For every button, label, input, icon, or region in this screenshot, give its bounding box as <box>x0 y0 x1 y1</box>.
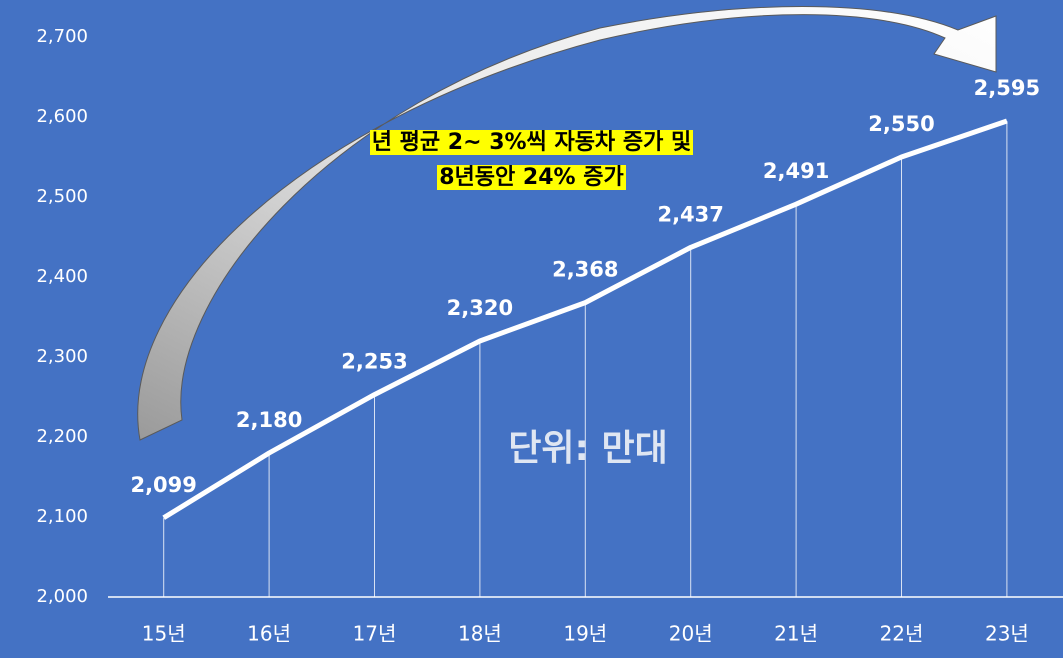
data-label: 2,550 <box>868 112 934 136</box>
y-tick-label: 2,100 <box>36 506 88 527</box>
data-line <box>162 118 1008 520</box>
data-label: 2,253 <box>341 350 407 374</box>
trend-arrow <box>137 6 997 441</box>
y-tick-label: 2,000 <box>36 586 88 607</box>
y-tick-label: 2,700 <box>36 26 88 47</box>
x-tick-label: 21년 <box>774 622 818 646</box>
data-label: 2,437 <box>657 202 723 226</box>
x-tick-label: 22년 <box>880 622 924 646</box>
data-label: 2,368 <box>552 258 618 282</box>
annotation-line: 8년동안 24% 증가 <box>437 165 626 190</box>
annotation: 년 평균 2~ 3%씩 자동차 증가 및 <box>0 128 1063 158</box>
x-tick-label: 16년 <box>247 622 291 646</box>
data-label: 2,491 <box>763 159 829 183</box>
y-tick-label: 2,600 <box>36 106 88 127</box>
annotation: 8년동안 24% 증가 <box>0 163 1063 193</box>
data-label: 2,595 <box>974 76 1040 100</box>
x-tick-label: 17년 <box>353 622 397 646</box>
y-tick-label: 2,400 <box>36 266 88 287</box>
unit-label: 단위: 만대 <box>508 428 667 469</box>
x-tick-label: 23년 <box>985 622 1029 646</box>
annotation-line: 년 평균 2~ 3%씩 자동차 증가 및 <box>369 130 694 155</box>
x-tick-label: 20년 <box>669 622 713 646</box>
x-tick-label: 18년 <box>458 622 502 646</box>
y-tick-label: 2,200 <box>36 426 88 447</box>
data-label: 2,099 <box>130 473 196 497</box>
y-tick-label: 2,300 <box>36 346 88 367</box>
x-tick-label: 19년 <box>563 622 607 646</box>
data-label: 2,180 <box>236 408 302 432</box>
plot: 2,000 2,100 2,200 2,300 2,400 2,500 2,600 2,700… <box>36 26 1063 646</box>
x-tick-label: 15년 <box>142 622 186 646</box>
y-tick-label: 2,500 <box>36 186 88 207</box>
data-label: 2,320 <box>447 296 513 320</box>
